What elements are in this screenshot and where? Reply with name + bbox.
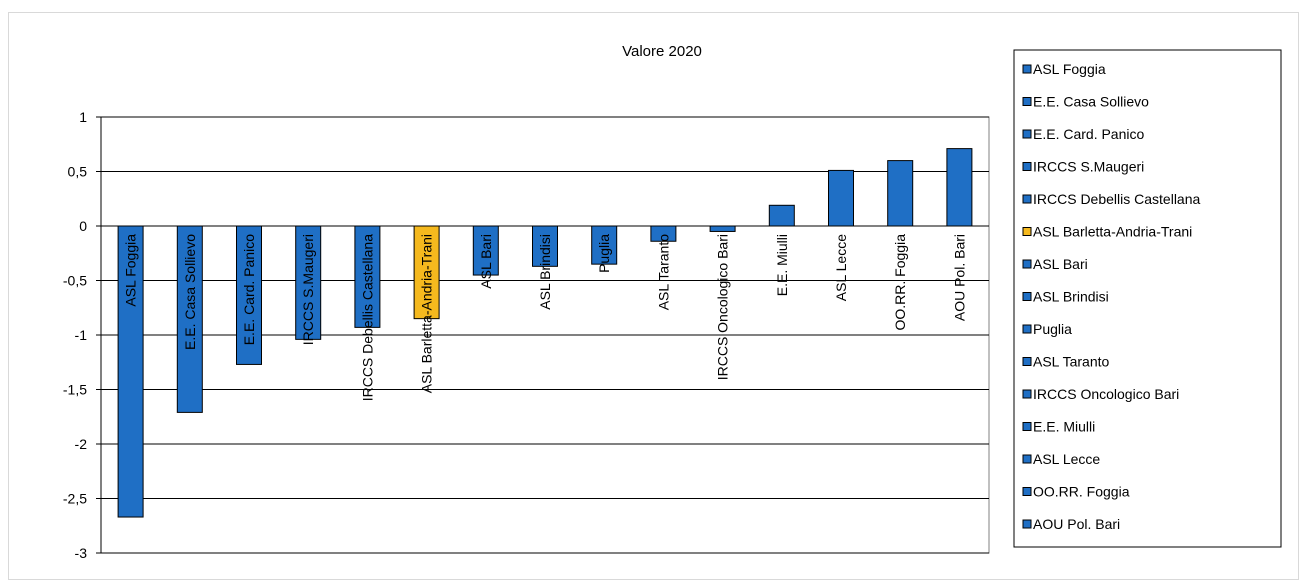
- bar: [354, 225, 381, 328]
- bar: [295, 225, 322, 340]
- category-label: OO.RR. Foggia: [892, 234, 908, 331]
- category-label: ASL Foggia: [123, 234, 139, 307]
- y-tick-label: -1: [75, 327, 88, 343]
- legend-label: IRCCS Debellis Castellana: [1033, 191, 1201, 207]
- y-tick-label: 1: [79, 109, 87, 125]
- y-tick-label: -0,5: [63, 273, 87, 289]
- y-tick-label: 0,5: [68, 164, 88, 180]
- legend-label: ASL Bari: [1033, 256, 1088, 272]
- category-label: ASL Barletta-Andria-Trani: [419, 234, 435, 393]
- bar: [472, 225, 499, 276]
- legend-label: ASL Taranto: [1033, 354, 1109, 370]
- legend-label: AOU Pol. Bari: [1033, 516, 1120, 532]
- bar: [709, 225, 736, 232]
- category-label: IRCCS S.Maugeri: [300, 234, 316, 345]
- bar-chart: Valore 2020 1 0,5 0 -0,5 -1 -1,5 -2 -2,5 -3 ASL …: [63, 43, 1282, 561]
- legend-swatch: [1022, 422, 1032, 431]
- y-tick-label: -2: [75, 436, 88, 452]
- gridlines: [101, 116, 989, 554]
- legend-swatch: [1022, 292, 1032, 301]
- legend-label: E.E. Card. Panico: [1033, 126, 1144, 142]
- legend-box: [1013, 49, 1282, 548]
- category-label: AOU Pol. Bari: [951, 234, 967, 321]
- category-label: ASL Bari: [478, 234, 494, 289]
- legend-label: E.E. Miulli: [1033, 419, 1095, 435]
- legend-label: Puglia: [1033, 321, 1072, 337]
- y-axis: 1 0,5 0 -0,5 -1 -1,5 -2 -2,5 -3: [63, 109, 102, 561]
- bar: [946, 148, 973, 227]
- category-label: IRCCS Oncologico Bari: [715, 234, 731, 380]
- bar: [591, 225, 618, 265]
- y-tick-label: -1,5: [63, 382, 87, 398]
- bar: [532, 225, 558, 267]
- legend-swatch: [1022, 454, 1032, 464]
- bars: [117, 148, 973, 518]
- legend-swatch: [1022, 324, 1032, 334]
- bar: [176, 225, 203, 413]
- legend-swatch: [1022, 357, 1032, 366]
- legend-label: OO.RR. Foggia: [1033, 484, 1130, 500]
- chart-frame: Valore 2020 1 0,5 0 -0,5 -1 -1,5 -2 -2,5 -3 ASL …: [8, 12, 1299, 580]
- category-label: IRCCS Debellis Castellana: [359, 234, 375, 402]
- legend-swatch: [1022, 64, 1032, 74]
- legend-swatch: [1022, 129, 1032, 139]
- category-label: ASL Brindisi: [537, 234, 553, 310]
- legend: ASL Foggia E.E. Casa Sollievo E.E. Card. P…: [1022, 61, 1201, 532]
- legend-swatch: [1022, 519, 1032, 529]
- legend-label: ASL Lecce: [1033, 451, 1100, 467]
- legend-swatch: [1022, 389, 1032, 399]
- bar: [117, 225, 144, 518]
- category-label: Puglia: [596, 234, 612, 273]
- legend-label: ASL Barletta-Andria-Trani: [1033, 224, 1192, 240]
- category-label: ASL Lecce: [833, 234, 849, 301]
- y-tick-label: -3: [75, 545, 88, 561]
- bar: [236, 225, 262, 365]
- legend-label: IRCCS S.Maugeri: [1033, 159, 1144, 175]
- category-label: ASL Taranto: [655, 234, 671, 310]
- chart-title: Valore 2020: [622, 43, 702, 60]
- legend-swatch: [1022, 227, 1032, 236]
- bar-labels: ASL Foggia E.E. Casa Sollievo E.E. Card. P…: [101, 225, 989, 402]
- legend-swatch: [1022, 97, 1032, 106]
- legend-swatch: [1022, 194, 1032, 204]
- y-tick-label: 0: [79, 218, 87, 234]
- legend-label: IRCCS Oncologico Bari: [1033, 386, 1179, 402]
- legend-label: ASL Foggia: [1033, 61, 1106, 77]
- category-label: E.E. Casa Sollievo: [182, 234, 198, 350]
- legend-swatch: [1022, 259, 1032, 269]
- legend-label: E.E. Casa Sollievo: [1033, 94, 1149, 110]
- legend-swatch: [1022, 162, 1032, 171]
- legend-swatch: [1022, 487, 1032, 496]
- bar: [887, 160, 914, 227]
- bar: [768, 204, 795, 227]
- bar: [828, 169, 854, 227]
- legend-label: ASL Brindisi: [1033, 289, 1109, 305]
- category-label: E.E. Miulli: [774, 234, 790, 296]
- category-label: E.E. Card. Panico: [241, 234, 257, 345]
- y-tick-label: -2,5: [63, 491, 87, 507]
